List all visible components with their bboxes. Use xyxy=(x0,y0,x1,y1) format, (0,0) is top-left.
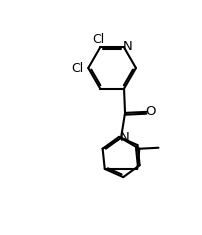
Text: Cl: Cl xyxy=(72,62,84,74)
Text: N: N xyxy=(120,131,129,144)
Text: N: N xyxy=(123,40,133,54)
Text: Cl: Cl xyxy=(92,33,104,46)
Text: O: O xyxy=(145,105,156,118)
